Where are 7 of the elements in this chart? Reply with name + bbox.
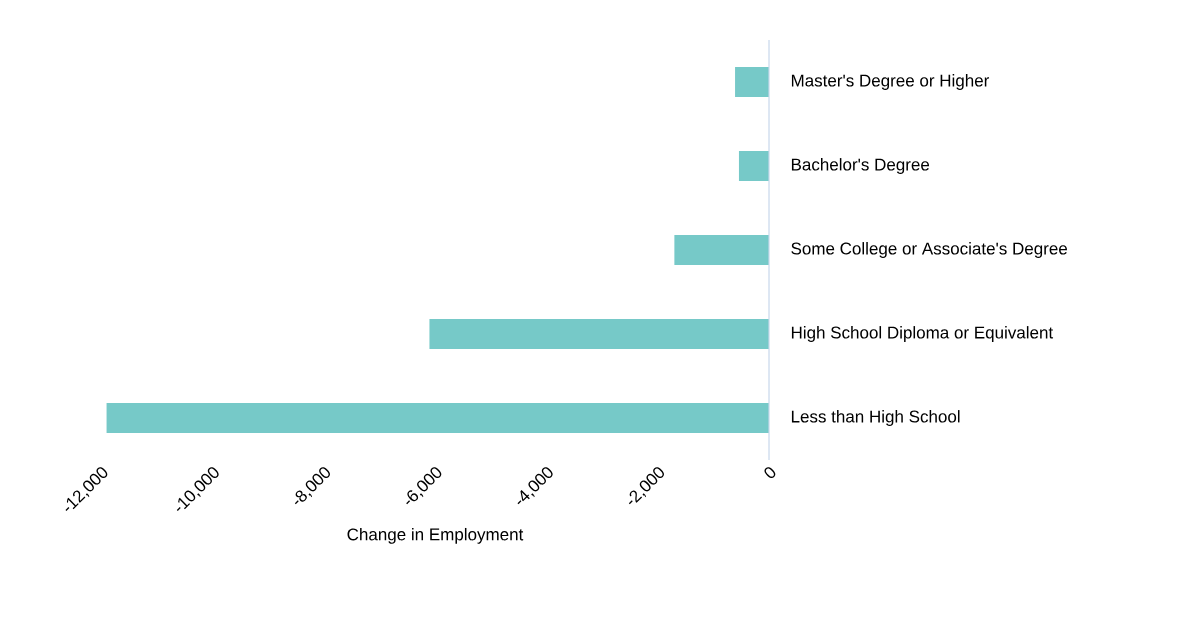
- y-tick-label: Bachelor's Degree: [791, 158, 930, 174]
- y-tick-label: High School Diploma or Equivalent: [791, 326, 1054, 342]
- x-axis-title: Change in Employment: [347, 527, 524, 544]
- y-tick-label: Less than High School: [791, 410, 960, 426]
- y-tick-label: Master's Degree or Higher: [791, 74, 990, 90]
- x-tick-label: 0: [764, 467, 776, 479]
- y-tick-label: Some College or Associate's Degree: [791, 242, 1068, 258]
